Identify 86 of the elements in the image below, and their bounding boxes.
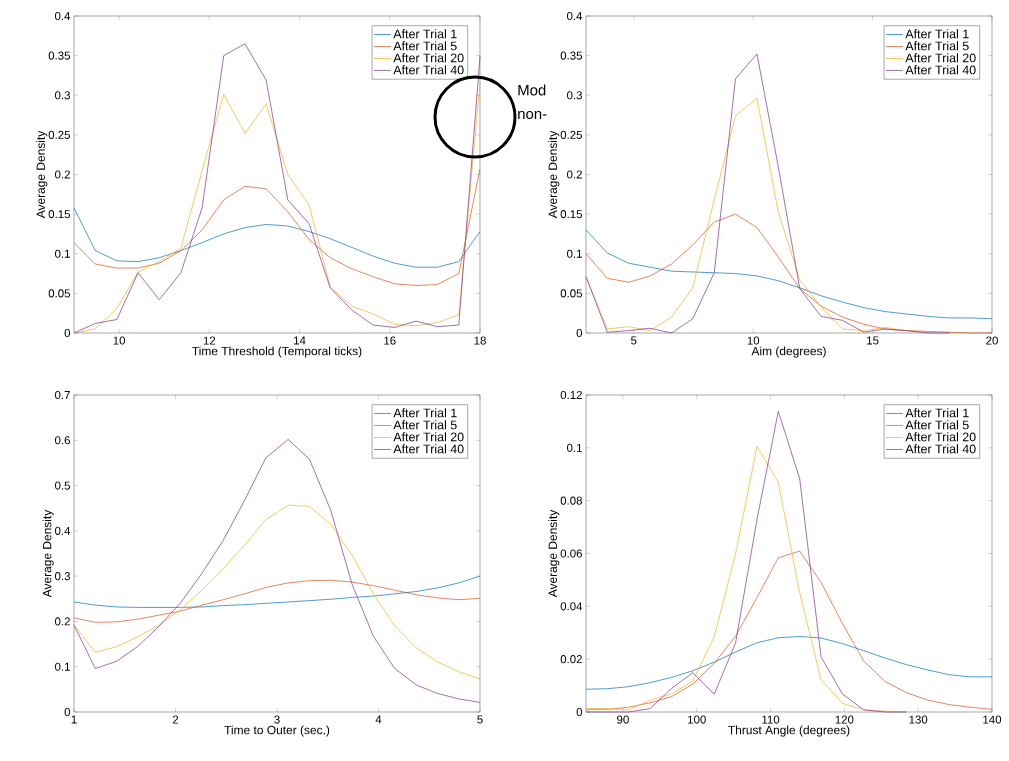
y-tick-label: 0.3 — [55, 91, 70, 100]
y-tick-label: 0.2 — [55, 617, 70, 626]
y-tick-label: 0.15 — [560, 210, 582, 219]
y-axis-title: Average Density — [42, 509, 54, 598]
y-tick-label: 0.1 — [55, 662, 70, 671]
line-series — [585, 213, 993, 334]
x-tick-label: 130 — [909, 715, 928, 724]
y-tick-label: 0.06 — [560, 549, 582, 558]
legend-label: After Trial 5 — [393, 41, 457, 51]
y-tick-label: 0.1 — [55, 249, 70, 258]
x-tick-label: 1 — [71, 715, 77, 724]
y-tick-label: 0.4 — [567, 11, 583, 21]
y-tick-label: 0 — [64, 707, 71, 717]
legend-label: After Trial 1 — [905, 29, 969, 39]
y-tick-label: 0.35 — [48, 51, 70, 60]
y-tick-label: 0.4 — [55, 526, 71, 535]
x-axis-title: Thrust Angle (degrees) — [728, 725, 850, 737]
y-tick-label: 0.08 — [560, 496, 582, 505]
line-series — [585, 229, 993, 320]
x-tick-label: 3 — [274, 715, 280, 724]
y-tick-label: 0.7 — [55, 390, 70, 400]
y-tick-label: 0 — [576, 707, 583, 717]
text: non- — [518, 110, 547, 120]
x-tick-label: 5 — [631, 336, 637, 345]
y-tick-label: 0 — [64, 328, 71, 338]
y-axis-title: Average Density — [548, 130, 560, 219]
line-series — [73, 207, 481, 268]
y-tick-label: 0.2 — [55, 170, 70, 179]
legend-label: After Trial 5 — [393, 420, 457, 430]
line-series — [585, 550, 993, 710]
y-tick-label: 0.1 — [567, 249, 582, 258]
legend-label: After Trial 40 — [905, 444, 976, 454]
y-tick-label: 0.04 — [560, 602, 583, 611]
legend-label: After Trial 1 — [905, 408, 969, 418]
x-tick-label: 12 — [203, 336, 216, 345]
x-tick-label: 15 — [867, 336, 879, 345]
y-tick-label: 0.35 — [560, 51, 582, 60]
y-tick-label: 0.25 — [48, 130, 70, 139]
line-series — [585, 636, 993, 690]
x-tick-label: 5 — [477, 715, 483, 724]
x-tick-label: 2 — [172, 715, 179, 724]
y-tick-label: 0.1 — [567, 443, 582, 452]
y-axis-title: Average Density — [36, 130, 48, 219]
legend-label: After Trial 5 — [905, 41, 969, 51]
legend-label: After Trial 1 — [393, 29, 457, 39]
y-tick-label: 0.05 — [560, 289, 582, 298]
x-axis-title: Aim (degrees) — [751, 346, 826, 358]
x-tick-label: 120 — [835, 715, 854, 724]
y-tick-label: 0 — [576, 328, 583, 338]
y-tick-label: 0.15 — [48, 210, 70, 219]
legend-label: After Trial 20 — [393, 432, 464, 442]
x-axis-title: Time Threshold (Temporal ticks) — [192, 346, 362, 358]
x-tick-label: 16 — [384, 336, 396, 345]
y-tick-label: 0.6 — [55, 436, 70, 445]
y-tick-label: 0.12 — [560, 390, 582, 400]
legend-label: After Trial 1 — [393, 408, 457, 418]
x-tick-label: 18 — [474, 336, 486, 345]
legend-label: After Trial 40 — [393, 444, 464, 454]
legend-label: After Trial 20 — [393, 53, 464, 63]
legend-label: After Trial 40 — [393, 65, 464, 75]
y-tick-label: 0.4 — [55, 11, 71, 21]
x-tick-label: 110 — [762, 715, 780, 724]
line-series — [73, 168, 481, 286]
x-tick-label: 90 — [617, 715, 629, 724]
y-axis-title: Average Density — [548, 509, 560, 598]
y-tick-label: 0.25 — [560, 130, 582, 139]
line-series — [73, 504, 481, 680]
x-tick-label: 100 — [688, 715, 706, 724]
x-tick-label: 140 — [983, 715, 1002, 724]
legend-label: After Trial 20 — [905, 53, 976, 63]
x-axis-title: Time to Outer (sec.) — [224, 725, 330, 737]
x-tick-label: 4 — [375, 715, 382, 724]
y-tick-label: 0.2 — [567, 170, 582, 179]
x-tick-label: 20 — [986, 336, 998, 345]
x-tick-label: 10 — [113, 336, 126, 345]
y-tick-label: 0.3 — [55, 572, 70, 581]
x-tick-label: 10 — [747, 336, 760, 345]
y-tick-label: 0.5 — [55, 481, 70, 490]
text: Mod — [518, 84, 546, 96]
legend-label: After Trial 40 — [905, 65, 976, 75]
x-tick-label: 14 — [294, 336, 306, 345]
y-tick-label: 0.3 — [567, 91, 582, 100]
legend-label: After Trial 5 — [905, 420, 969, 430]
legend-label: After Trial 20 — [905, 432, 976, 442]
y-tick-label: 0.05 — [48, 289, 70, 298]
y-tick-label: 0.02 — [560, 655, 582, 664]
